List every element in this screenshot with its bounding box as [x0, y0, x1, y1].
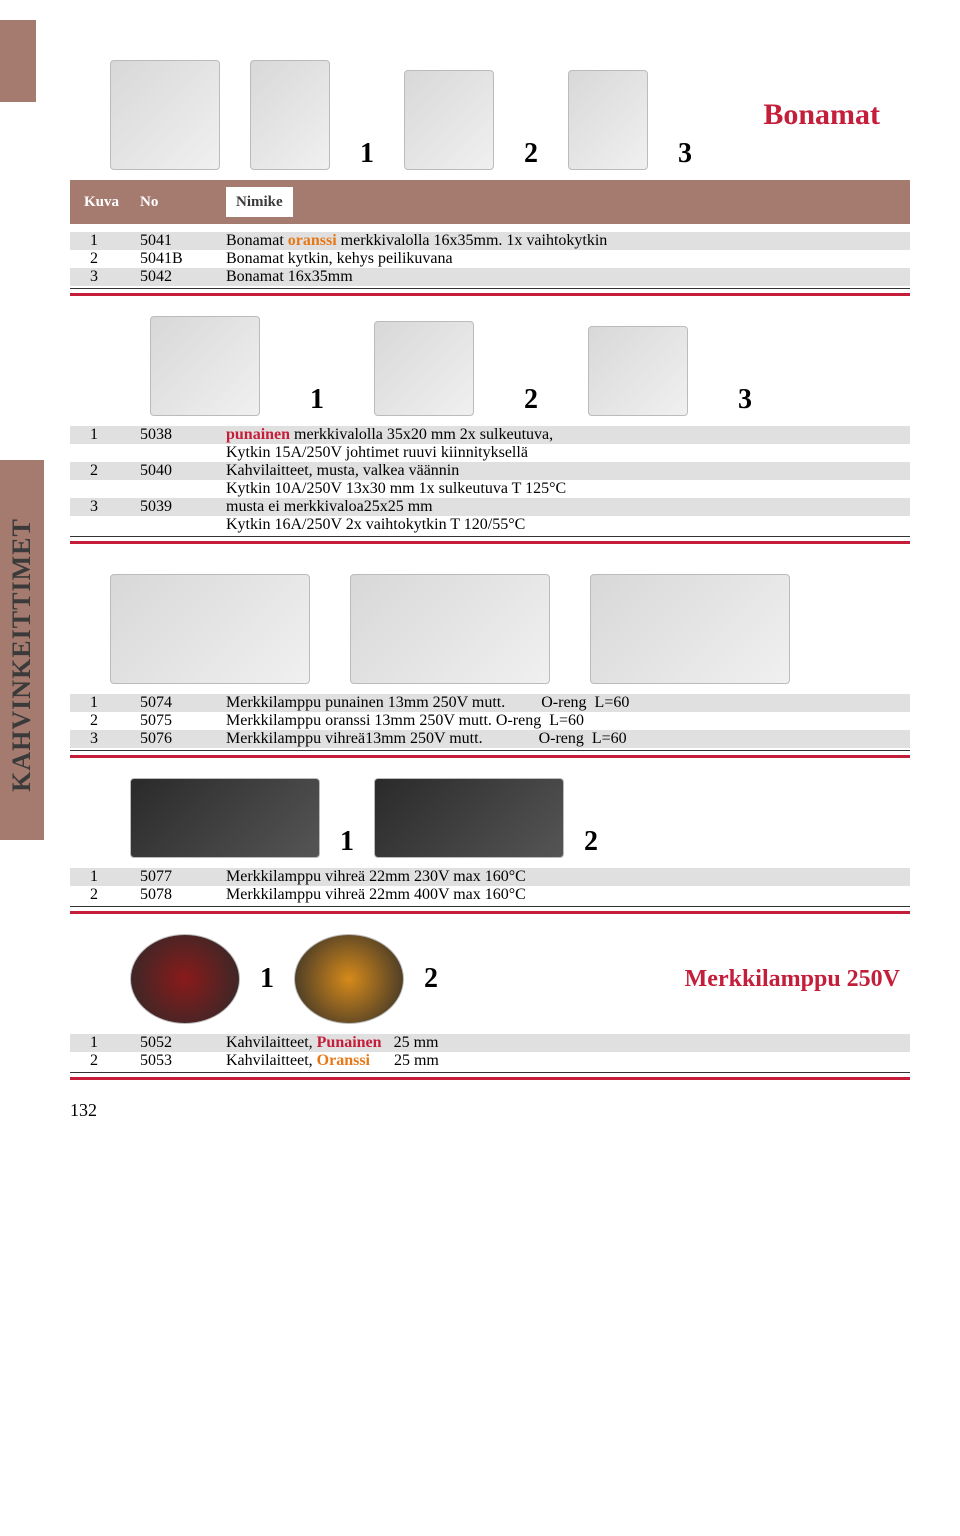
image-number: 3: [678, 138, 692, 170]
table-row: 2 5075 Merkkilamppu oranssi 13mm 250V mu…: [70, 712, 910, 730]
product-image: [404, 70, 494, 170]
product-image: [130, 934, 240, 1024]
product-image: [350, 574, 550, 684]
image-number: 2: [424, 963, 438, 995]
image-number: 2: [584, 826, 598, 858]
section1-table: 1 5041 Bonamat oranssi merkkivalolla 16x…: [70, 232, 910, 286]
image-number: 1: [360, 138, 374, 170]
product-image: [110, 60, 220, 170]
section1-images: 1 2 3 Bonamat: [110, 60, 910, 170]
product-image: [590, 574, 790, 684]
image-number: 2: [524, 384, 538, 416]
divider-red: [70, 755, 910, 758]
section4-images: 1 2: [130, 778, 910, 858]
page-content: 1 2 3 Bonamat Kuva No Nimike 1 5041 Bona…: [70, 60, 910, 1080]
table-row: 1 5038 punainen merkkivalolla 35x20 mm 2…: [70, 426, 910, 444]
table-row: 1 5077 Merkkilamppu vihreä 22mm 230V max…: [70, 868, 910, 886]
col-nimike: Nimike: [226, 187, 293, 217]
table-row: 2 5078 Merkkilamppu vihreä 22mm 400V max…: [70, 886, 910, 904]
brand-title: Bonamat: [763, 98, 880, 132]
divider-red: [70, 293, 910, 296]
section2-table: 1 5038 punainen merkkivalolla 35x20 mm 2…: [70, 426, 910, 534]
table-row: 2 5053 Kahvilaitteet, Oranssi 25 mm: [70, 1052, 910, 1070]
table-row: 3 5076 Merkkilamppu vihreä13mm 250V mutt…: [70, 730, 910, 748]
image-number: 1: [260, 963, 274, 995]
section2-images: 1 2 3: [150, 316, 910, 416]
table-row: 1 5041 Bonamat oranssi merkkivalolla 16x…: [70, 232, 910, 250]
table-subrow: Kytkin 16A/250V 2x vaihtokytkin T 120/55…: [70, 516, 910, 534]
table-row: 1 5074 Merkkilamppu punainen 13mm 250V m…: [70, 694, 910, 712]
table-row: 1 5052 Kahvilaitteet, Punainen 25 mm: [70, 1034, 910, 1052]
table-row: 3 5042 Bonamat 16x35mm: [70, 268, 910, 286]
product-image: [150, 316, 260, 416]
table-row: 2 5040 Kahvilaitteet, musta, valkea vään…: [70, 462, 910, 480]
product-image: [250, 60, 330, 170]
image-number: 2: [524, 138, 538, 170]
table-row: 2 5041B Bonamat kytkin, kehys peilikuvan…: [70, 250, 910, 268]
table-subrow: Kytkin 15A/250V johtimet ruuvi kiinnityk…: [70, 444, 910, 462]
sidebar-label: KAHVINKEITTIMET: [7, 480, 37, 830]
image-number: 3: [738, 384, 752, 416]
sidebar-mark: [0, 20, 36, 102]
table-row: 3 5039 musta ei merkkivaloa25x25 mm: [70, 498, 910, 516]
table-subrow: Kytkin 10A/250V 13x30 mm 1x sulkeutuva T…: [70, 480, 910, 498]
col-no: No: [140, 194, 226, 211]
product-image: [110, 574, 310, 684]
product-image: [374, 321, 474, 416]
product-image: [588, 326, 688, 416]
section5-images: 1 2 Merkkilamppu 250V: [130, 934, 910, 1024]
divider-red: [70, 541, 910, 544]
divider-red: [70, 911, 910, 914]
divider-red: [70, 1077, 910, 1080]
product-image: [374, 778, 564, 858]
section5-table: 1 5052 Kahvilaitteet, Punainen 25 mm 2 5…: [70, 1034, 910, 1070]
col-kuva: Kuva: [70, 194, 140, 211]
product-image: [568, 70, 648, 170]
section4-table: 1 5077 Merkkilamppu vihreä 22mm 230V max…: [70, 868, 910, 904]
page-number: 132: [70, 1100, 910, 1121]
product-image: [294, 934, 404, 1024]
image-number: 1: [340, 826, 354, 858]
table-header: Kuva No Nimike: [70, 180, 910, 224]
section-title: Merkkilamppu 250V: [685, 966, 900, 993]
product-image: [130, 778, 320, 858]
section3-table: 1 5074 Merkkilamppu punainen 13mm 250V m…: [70, 694, 910, 748]
image-number: 1: [310, 384, 324, 416]
section3-images: [110, 574, 910, 684]
